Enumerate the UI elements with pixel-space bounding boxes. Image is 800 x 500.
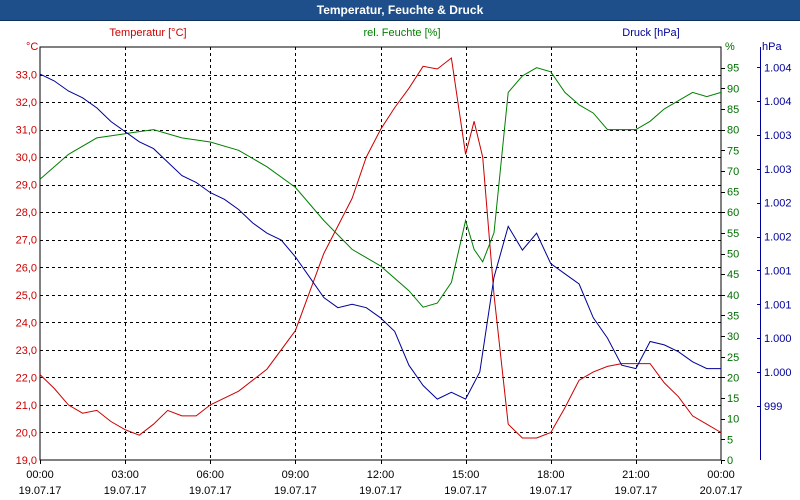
x-tick-date-label: 19.07.17	[189, 485, 232, 497]
x-tick-date-label: 19.07.17	[444, 485, 487, 497]
humidity-tick-label: 70	[727, 166, 739, 178]
temperature-tick-label: 19,0	[16, 455, 37, 467]
pressure-series-line	[39, 73, 721, 400]
temperature-tick-label: 24,0	[16, 317, 37, 329]
humidity-tick-label: 15	[727, 393, 739, 405]
humidity-tick-label: 5	[727, 434, 733, 446]
humidity-tick-label: 0	[727, 455, 733, 467]
temperature-tick-label: 32,0	[16, 97, 37, 109]
x-tick-time-label: 18:00	[537, 469, 565, 481]
humidity-tick-label: 95	[727, 63, 739, 75]
humidity-tick-label: 35	[727, 310, 739, 322]
x-tick-time-label: 12:00	[367, 469, 395, 481]
x-tick-date-label: 19.07.17	[19, 485, 62, 497]
humidity-tick-label: 40	[727, 290, 739, 302]
humidity-tick-label: 75	[727, 145, 739, 157]
x-tick-date-label: 19.07.17	[614, 485, 657, 497]
humidity-tick-label: 55	[727, 228, 739, 240]
series	[39, 57, 722, 439]
x-tick-date-label: 20.07.17	[700, 485, 743, 497]
x-tick-time-label: 15:00	[452, 469, 480, 481]
pressure-tick-label: 1.000	[764, 333, 792, 345]
pressure-tick-label: 1.001	[764, 265, 792, 277]
plot-frame	[39, 46, 722, 461]
humidity-tick-label: 80	[727, 125, 739, 137]
axes: 33,0 32,0 31,0 30,0 29,0 28,0 27,0 26,0 25,0 24,0…	[16, 47, 792, 497]
humidity-tick-label: 20	[727, 372, 739, 384]
temperature-tick-label: 33,0	[16, 70, 37, 82]
x-tick-time-label: 09:00	[282, 469, 310, 481]
grid	[40, 47, 721, 460]
window-title: Temperatur, Feuchte & Druck	[316, 3, 484, 17]
x-tick-time-label: 00:00	[26, 469, 54, 481]
humidity-axis-title: rel. Feuchte [%]	[363, 27, 440, 39]
x-tick-date-label: 19.07.17	[529, 485, 572, 497]
humidity-tick-label: 30	[727, 331, 739, 343]
temperature-tick-label: 21,0	[16, 400, 37, 412]
pressure-axis-title: Druck [hPa]	[622, 27, 679, 39]
pressure-tick-label: 1.002	[764, 198, 792, 210]
temperature-tick-label: 29,0	[16, 180, 37, 192]
temperature-tick-label: 23,0	[16, 345, 37, 357]
temperature-tick-label: 31,0	[16, 125, 37, 137]
pressure-tick-label: 1.000	[764, 367, 792, 379]
x-tick-date-label: 19.07.17	[274, 485, 317, 497]
pressure-tick-label: 1.004	[764, 96, 792, 108]
temperature-series-line	[39, 57, 722, 439]
pressure-tick-label: 1.003	[764, 164, 792, 176]
x-tick-date-label: 19.07.17	[359, 485, 402, 497]
window-titlebar: Temperatur, Feuchte & Druck	[0, 0, 800, 21]
x-tick-time-label: 03:00	[111, 469, 139, 481]
humidity-unit-label: %	[725, 41, 735, 53]
temperature-tick-label: 26,0	[16, 262, 37, 274]
humidity-tick-label: 10	[727, 414, 739, 426]
x-tick-time-label: 21:00	[622, 469, 650, 481]
pressure-tick-label: 1.001	[764, 299, 792, 311]
humidity-tick-label: 65	[727, 187, 739, 199]
x-tick-date-label: 19.07.17	[104, 485, 147, 497]
humidity-tick-label: 85	[727, 104, 739, 116]
temperature-tick-label: 30,0	[16, 152, 37, 164]
temperature-tick-label: 25,0	[16, 290, 37, 302]
humidity-series-line	[39, 67, 722, 308]
pressure-tick-label: 999	[764, 401, 782, 413]
temperature-axis-title: Temperatur [°C]	[109, 27, 186, 39]
temperature-tick-label: 28,0	[16, 207, 37, 219]
temperature-tick-label: 27,0	[16, 235, 37, 247]
pressure-tick-label: 1.002	[764, 232, 792, 244]
pressure-unit-label: hPa	[762, 41, 782, 53]
x-tick-time-label: 00:00	[707, 469, 735, 481]
temperature-unit-label: °C	[26, 41, 38, 53]
temperature-tick-label: 22,0	[16, 372, 37, 384]
x-tick-time-label: 06:00	[196, 469, 224, 481]
humidity-tick-label: 60	[727, 207, 739, 219]
humidity-tick-label: 50	[727, 249, 739, 261]
humidity-tick-label: 45	[727, 269, 739, 281]
pressure-tick-label: 1.004	[764, 62, 792, 74]
humidity-tick-label: 90	[727, 83, 739, 95]
humidity-tick-label: 25	[727, 352, 739, 364]
pressure-tick-label: 1.003	[764, 130, 792, 142]
temperature-tick-label: 20,0	[16, 427, 37, 439]
